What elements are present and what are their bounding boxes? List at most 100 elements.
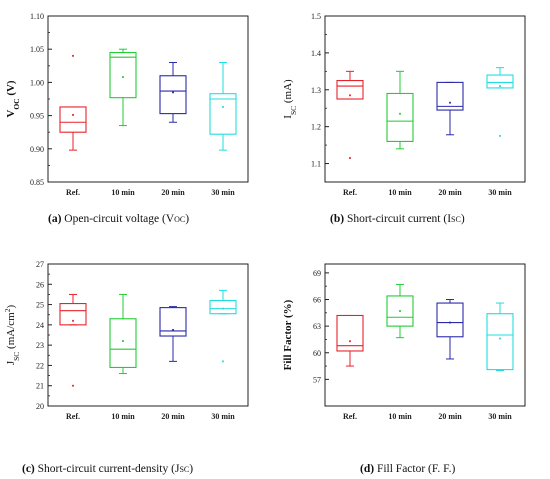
caption-letter: (a) <box>48 213 62 225</box>
box-mean <box>449 101 451 104</box>
x-category-label: 30 min <box>488 188 512 197</box>
caption-letter: (b) <box>330 213 344 225</box>
caption-sub: SC <box>179 465 189 474</box>
box-iqr <box>109 51 137 99</box>
box-iqr <box>486 313 514 371</box>
box-3: 30 min <box>209 61 237 197</box>
box-iqr <box>386 295 414 327</box>
box-mean <box>72 114 74 116</box>
y-axis-label: VOC (V) <box>5 80 21 118</box>
box-iqr <box>436 81 464 111</box>
box-mean <box>499 85 501 87</box>
y-tick-label: 63 <box>313 322 321 331</box>
y-tick-label: 1.1 <box>311 160 321 169</box>
y-tick-label: 1.5 <box>311 12 321 21</box>
y-tick-label: 23 <box>36 341 44 350</box>
y-axis-label-main: V <box>5 110 17 118</box>
box-mean <box>349 340 351 343</box>
x-category-label: 30 min <box>488 412 512 421</box>
caption-ff: (d) Fill Factor (F. F.) <box>360 463 455 475</box>
caption-isc: (b) Short-circuit current (ISC) <box>330 213 465 225</box>
plot-frame <box>324 263 526 407</box>
x-category-label: 10 min <box>111 412 135 421</box>
box-iqr <box>209 299 237 315</box>
y-tick-label: 0.95 <box>30 112 44 121</box>
box-2: 20 min <box>159 61 187 197</box>
y-axis-label-main: J <box>5 360 17 365</box>
caption-letter: (d) <box>360 463 374 475</box>
box-2: 20 min <box>159 306 187 421</box>
panel-voc: 0.85 0.90 0.95 1.00 1.05 1.10 VOC (V) Ref. 10 mi… <box>5 12 249 197</box>
y-tick-label: 27 <box>36 260 44 269</box>
y-tick-label: 0.85 <box>30 178 44 187</box>
y-axis-label-sub: OC <box>12 98 21 109</box>
box-iqr <box>336 314 364 352</box>
caption-jsc: (c) Short-circuit current-density (JSC) <box>22 463 193 475</box>
y-axis-label: JSC (mA/cm2) <box>3 305 21 366</box>
box-1: 10 min <box>109 293 137 421</box>
y-axis-label-sup: 2 <box>3 308 12 312</box>
box-iqr <box>436 302 464 338</box>
box-mean <box>222 307 224 310</box>
caption-text: Short-circuit current-density (J <box>35 463 180 475</box>
box-mean <box>172 91 174 94</box>
y-tick-label: 26 <box>36 280 44 289</box>
x-category-label: 10 min <box>111 188 135 197</box>
caption-letter: (c) <box>22 463 35 475</box>
x-category-label: Ref. <box>66 412 80 421</box>
box-outlier <box>72 54 74 57</box>
x-category-label: 20 min <box>161 412 185 421</box>
caption-voc: (a) Open-circuit voltage (VOC) <box>48 213 189 225</box>
y-tick-label: 1.2 <box>311 123 321 132</box>
box-0: Ref. <box>59 293 87 421</box>
box-1: 10 min <box>109 48 137 197</box>
y-tick-label: 1.05 <box>30 45 44 54</box>
box-mean <box>499 337 501 340</box>
box-1: 10 min <box>386 70 414 197</box>
caption-end: ) <box>461 213 465 225</box>
box-0: Ref. <box>59 54 87 197</box>
box-iqr <box>59 106 87 133</box>
y-axis-label-unit: (V) <box>5 80 17 98</box>
x-category-label: Ref. <box>343 412 357 421</box>
box-iqr <box>336 80 364 100</box>
box-mean <box>222 106 224 108</box>
y-axis-label: Fill Factor (%) <box>282 299 294 370</box>
y-axis-label-unit: (mA/cm <box>5 312 17 352</box>
y-tick-label: 69 <box>313 269 321 278</box>
y-axis-label-sub: SC <box>12 352 21 361</box>
caption-text: Open-circuit voltage (V <box>61 213 174 225</box>
y-axis-label-main: I <box>282 115 294 119</box>
box-3: 30 min <box>209 289 237 421</box>
plot-frame <box>47 263 249 407</box>
box-2: 20 min <box>436 81 464 197</box>
box-3: 30 min <box>486 67 514 197</box>
y-tick-label: 1.10 <box>30 12 44 21</box>
box-3: 30 min <box>486 302 514 421</box>
caption-sub: SC <box>451 215 461 224</box>
y-tick-label: 60 <box>313 349 321 358</box>
box-1: 10 min <box>386 283 414 421</box>
caption-sub: OC <box>174 215 185 224</box>
caption-text: Short-circuit current (I <box>344 213 451 225</box>
box-mean <box>72 319 74 322</box>
caption-end: ) <box>189 463 193 475</box>
box-outlier <box>499 134 501 137</box>
plot-frame <box>324 15 526 183</box>
y-tick-label: 0.90 <box>30 145 44 154</box>
y-tick-label: 20 <box>36 402 44 411</box>
box-mean <box>449 321 451 324</box>
panel-jsc: 20 21 22 23 24 25 26 27 JSC (mA/cm2) Ref. 10 min 20… <box>3 260 249 421</box>
y-tick-label: 21 <box>36 382 44 391</box>
y-tick-label: 22 <box>36 361 44 370</box>
x-category-label: 30 min <box>211 188 235 197</box>
box-iqr <box>159 307 187 337</box>
box-outlier <box>349 157 351 159</box>
box-mean <box>122 340 124 342</box>
y-tick-label: 57 <box>313 375 321 384</box>
box-2: 20 min <box>436 299 464 421</box>
y-tick-label: 24 <box>36 321 44 330</box>
y-tick-label: 66 <box>313 296 321 305</box>
caption-end: ) <box>185 213 189 225</box>
